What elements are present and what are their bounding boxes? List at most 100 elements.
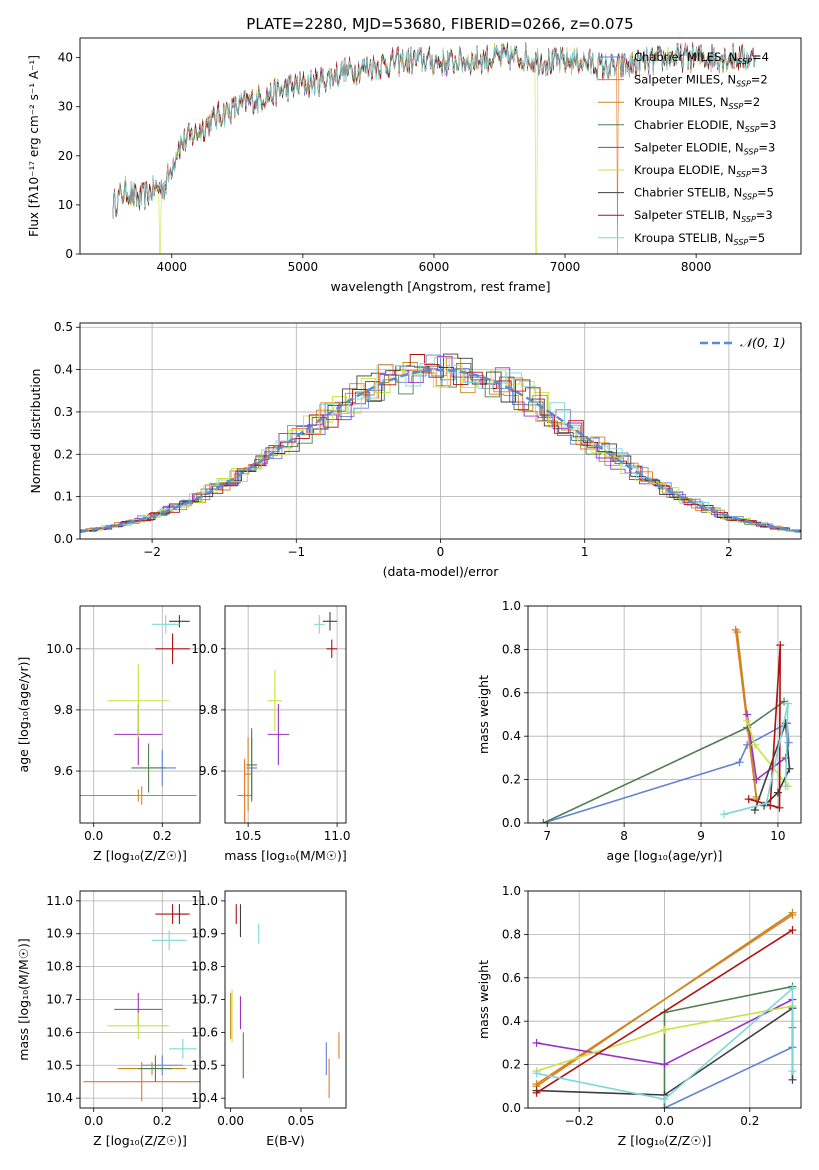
legend: 𝒩(0, 1)	[700, 335, 786, 350]
x-tick-label: 11.0	[324, 829, 351, 843]
plot-area	[112, 41, 756, 254]
x-tick-label: 7	[543, 829, 551, 843]
weight-marker	[776, 641, 785, 650]
weight-marker	[752, 775, 761, 784]
y-tick-label: 0.6	[502, 686, 521, 700]
x-tick-label: 0.00	[217, 1114, 244, 1128]
plot-area	[230, 904, 340, 1099]
y-tick-label: 10.0	[191, 642, 218, 656]
y-tick-label: 10.8	[46, 960, 73, 974]
y-axis-label: mass [log₁₀(M/M☉)]	[16, 938, 31, 1060]
histogram-series-6	[80, 353, 801, 533]
y-tick-label: 0.0	[54, 532, 73, 546]
y-tick-label: 0.0	[502, 816, 521, 830]
y-tick-label: 1.0	[502, 884, 521, 898]
y-tick-label: 9.6	[54, 764, 73, 778]
plot-area	[80, 353, 801, 534]
x-axis-label: Z [log₁₀(Z/Z☉)]	[93, 1133, 187, 1148]
y-tick-label: 10.4	[46, 1091, 73, 1105]
weight-marker	[532, 1038, 541, 1047]
weight-marker	[788, 1075, 797, 1084]
y-axis-label: age [log₁₀(age/yr)]	[16, 657, 31, 773]
weight-marker	[744, 795, 753, 804]
weight-marker	[788, 1067, 797, 1076]
weight-marker	[733, 628, 742, 637]
y-tick-label: 0.6	[502, 971, 521, 985]
panel-mass-age: 10.5 11.0 9.6 9.8 10.0 mass [log₁₀(M/M☉)]	[191, 605, 351, 863]
y-tick-label: 10.6	[191, 1025, 218, 1039]
y-tick-label: 20	[58, 149, 73, 163]
weight-marker	[781, 782, 790, 791]
axes-frame	[79, 322, 802, 540]
panel-z-age: 0.0 0.2 9.6 9.8 10.0 Z [log₁₀(Z/Z☉)] age [log₁…	[16, 605, 201, 863]
weight-marker	[784, 738, 793, 747]
panel-z-weight: −0.2 0.0 0.2 0.0 0.2 0.4 0.6 0.8 1.0 Z [log₁₀(Z/Z…	[476, 884, 802, 1148]
weight-marker	[539, 819, 548, 823]
y-tick-label: 10.8	[191, 960, 218, 974]
y-tick-label: 10.9	[191, 927, 218, 941]
x-axis-label: (data-model)/error	[383, 564, 500, 579]
plot-area	[539, 625, 794, 823]
weight-marker	[762, 799, 771, 808]
x-axis-label: mass [log₁₀(M/M☉)]	[224, 848, 346, 863]
x-axis-label: wavelength [Angstrom, rest frame]	[330, 279, 550, 294]
y-tick-label: 10.0	[46, 642, 73, 656]
y-axis-label: Normed distribution	[28, 369, 43, 494]
legend: Chabrier MILES, NSSP=4 Salpeter MILES, NS…	[598, 50, 776, 247]
weight-marker	[735, 758, 744, 767]
y-tick-label: 10.4	[191, 1091, 218, 1105]
weight-marker	[660, 1104, 669, 1108]
weight-marker	[532, 1069, 541, 1078]
y-tick-label: 9.6	[199, 764, 218, 778]
x-tick-label: 7000	[550, 260, 581, 274]
y-tick-label: 0.8	[502, 642, 521, 656]
weight-marker	[743, 717, 752, 726]
x-tick-label: 8000	[681, 260, 712, 274]
x-axis-label: Z [log₁₀(Z/Z☉)]	[93, 848, 187, 863]
weight-marker	[788, 984, 797, 993]
legend-entry: Salpeter ELODIE, NSSP=3	[634, 140, 775, 156]
y-tick-label: 0.0	[502, 1101, 521, 1115]
weight-series-0	[664, 1027, 794, 1108]
y-tick-label: 11.0	[191, 894, 218, 908]
axes-frame	[79, 37, 802, 255]
x-tick-label: 8	[620, 829, 628, 843]
panel-ebv-mass: 0.00 0.05 10.4 10.5 10.6 10.7 10.8 10.9 11.0 E(B-…	[191, 890, 347, 1148]
y-tick-label: 0.4	[502, 1014, 521, 1028]
y-axis-label: Flux [fλ10⁻¹⁷ erg cm⁻² s⁻¹ A⁻¹]	[27, 55, 41, 237]
legend-entry: Kroupa MILES, NSSP=2	[634, 95, 760, 111]
x-tick-label: 10	[770, 829, 785, 843]
axes-frame	[224, 890, 347, 1109]
weight-marker	[788, 908, 797, 917]
weight-marker	[660, 1025, 669, 1034]
x-tick-label: −0.2	[565, 1114, 594, 1128]
x-tick-label: 2	[725, 545, 733, 559]
weight-marker	[532, 1088, 541, 1097]
axes-frame	[527, 605, 802, 824]
x-tick-label: 0.05	[288, 1114, 315, 1128]
y-tick-label: 30	[58, 100, 73, 114]
weight-series-8	[536, 986, 794, 1101]
x-tick-label: 5000	[288, 260, 319, 274]
y-tick-label: 0.4	[502, 729, 521, 743]
y-tick-label: 0.4	[54, 363, 73, 377]
x-tick-label: 9	[697, 829, 705, 843]
weight-marker	[660, 1060, 669, 1069]
y-axis-label: mass weight	[476, 675, 491, 754]
histogram-series-8	[80, 357, 801, 533]
axes-frame	[527, 890, 802, 1109]
y-axis-label: mass weight	[476, 960, 491, 1039]
weight-marker	[775, 803, 784, 812]
y-tick-label: 10	[58, 198, 73, 212]
plot-area	[83, 904, 200, 1102]
y-tick-label: 0.1	[54, 490, 73, 504]
y-tick-label: 0.3	[54, 405, 73, 419]
weight-marker	[731, 625, 740, 634]
weight-series-7	[536, 929, 793, 1094]
weight-marker	[750, 805, 759, 814]
y-tick-label: 10.6	[46, 1025, 73, 1039]
legend-entry: Chabrier ELODIE, NSSP=3	[634, 118, 776, 134]
x-tick-label: 0.2	[153, 1114, 172, 1128]
y-tick-label: 0.2	[502, 1058, 521, 1072]
